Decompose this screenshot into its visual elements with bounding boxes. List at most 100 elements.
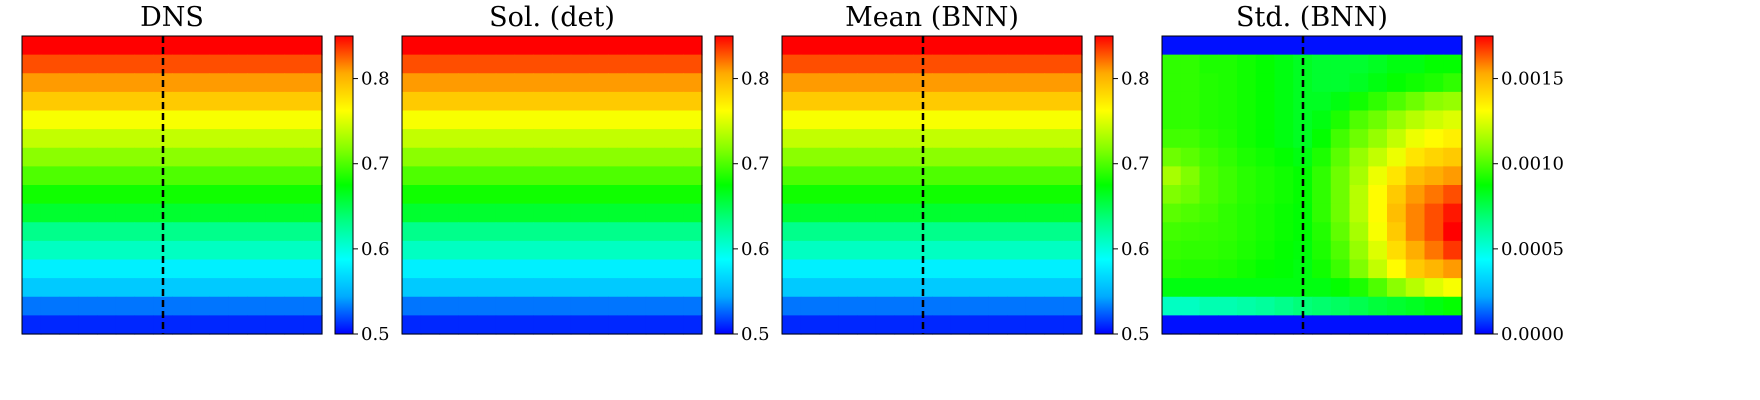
heatmap-cell bbox=[1162, 222, 1182, 242]
heatmap-cell bbox=[495, 315, 516, 335]
heatmap-cell bbox=[97, 222, 117, 242]
heatmap-cell bbox=[533, 185, 553, 205]
heatmap-cell bbox=[875, 259, 896, 279]
heatmap-cell bbox=[1405, 91, 1426, 112]
heatmap-cell bbox=[514, 240, 534, 261]
heatmap-cell bbox=[875, 110, 896, 130]
heatmap-cell bbox=[664, 185, 684, 205]
heatmap-cell bbox=[190, 185, 211, 205]
heatmap-cell bbox=[683, 185, 703, 205]
heatmap-cell bbox=[838, 73, 858, 93]
heatmap-cell bbox=[78, 36, 98, 56]
heatmap-cell bbox=[303, 129, 323, 149]
heatmap-cell bbox=[645, 73, 666, 93]
heatmap-cell bbox=[683, 91, 703, 112]
heatmap-cell bbox=[1218, 222, 1238, 242]
heatmap-cell bbox=[97, 259, 117, 279]
heatmap-cell bbox=[800, 166, 821, 186]
heatmap-cell bbox=[645, 259, 666, 279]
heatmap-cell bbox=[1368, 222, 1388, 242]
heatmap-cell bbox=[1312, 315, 1332, 335]
heatmap-cell bbox=[439, 315, 459, 335]
heatmap-cell bbox=[59, 315, 79, 335]
heatmap-cell bbox=[1180, 73, 1201, 93]
heatmap-cell bbox=[59, 110, 79, 130]
heatmap-cell bbox=[1274, 203, 1294, 223]
heatmap-cell bbox=[683, 203, 703, 223]
heatmap-cell bbox=[78, 203, 98, 223]
heatmap-cell bbox=[228, 36, 248, 56]
heatmap-cell bbox=[97, 240, 117, 261]
heatmap-cell bbox=[857, 259, 877, 279]
heatmap-cell bbox=[1368, 240, 1388, 261]
heatmap-cell bbox=[1237, 296, 1257, 316]
heatmap-cell bbox=[1025, 222, 1046, 242]
heatmap-cell bbox=[969, 222, 989, 242]
heatmap-cell bbox=[228, 278, 248, 298]
heatmap-cell bbox=[552, 203, 572, 223]
heatmap-cell bbox=[1025, 166, 1046, 186]
heatmap-cell bbox=[190, 54, 211, 74]
heatmap-cell bbox=[1330, 203, 1351, 223]
heatmap-cell bbox=[782, 185, 802, 205]
heatmap-cell bbox=[1349, 36, 1369, 56]
heatmap-cell bbox=[265, 54, 286, 74]
heatmap-cell bbox=[1180, 91, 1201, 112]
colorbar-tick-label: 0.5 bbox=[741, 324, 770, 345]
heatmap-cell bbox=[190, 278, 211, 298]
heatmap-cell bbox=[420, 110, 441, 130]
heatmap-cell bbox=[1255, 36, 1276, 56]
heatmap-cell bbox=[1274, 147, 1294, 167]
heatmap-cell bbox=[209, 185, 229, 205]
heatmap-cell bbox=[875, 315, 896, 335]
heatmap-cell bbox=[458, 36, 478, 56]
heatmap-cell bbox=[1349, 185, 1369, 205]
heatmap-cell bbox=[1330, 222, 1351, 242]
heatmap-cell bbox=[1199, 222, 1219, 242]
heatmap-cell bbox=[627, 129, 647, 149]
heatmap-cell bbox=[664, 222, 684, 242]
heatmap-cell bbox=[22, 240, 42, 261]
heatmap-cell bbox=[913, 110, 933, 130]
heatmap-cell bbox=[59, 129, 79, 149]
heatmap-cell bbox=[608, 129, 628, 149]
heatmap-cell bbox=[420, 91, 441, 112]
panel-3: Std. (BNN) 0.0000 0.0005 0.0010 0.0015 bbox=[1161, 2, 1564, 345]
heatmap-cell bbox=[420, 222, 441, 242]
heatmap-cell bbox=[1025, 147, 1046, 167]
heatmap-cell bbox=[645, 54, 666, 74]
heatmap-cell bbox=[1405, 296, 1426, 316]
heatmap-cell bbox=[1443, 166, 1463, 186]
heatmap-cell bbox=[1424, 203, 1444, 223]
heatmap-cell bbox=[477, 296, 497, 316]
heatmap-cell bbox=[22, 185, 42, 205]
heatmap-cell bbox=[22, 315, 42, 335]
heatmap-cell bbox=[1199, 54, 1219, 74]
heatmap-cell bbox=[209, 296, 229, 316]
colorbar bbox=[1094, 35, 1114, 335]
heatmap-cell bbox=[1387, 203, 1407, 223]
heatmap-frame bbox=[1161, 35, 1463, 335]
heatmap-cell bbox=[209, 315, 229, 335]
heatmap-cell bbox=[1330, 36, 1351, 56]
heatmap-cell bbox=[1349, 203, 1369, 223]
heatmap-cell bbox=[1044, 91, 1064, 112]
heatmap-cell bbox=[782, 296, 802, 316]
heatmap-cell bbox=[22, 73, 42, 93]
heatmap-cell bbox=[284, 296, 304, 316]
heatmap-cell bbox=[608, 203, 628, 223]
heatmap-cell bbox=[1443, 73, 1463, 93]
heatmap-cell bbox=[420, 166, 441, 186]
heatmap-cell bbox=[1218, 110, 1238, 130]
heatmap-cell bbox=[265, 166, 286, 186]
heatmap-cell bbox=[627, 91, 647, 112]
heatmap-cell bbox=[950, 166, 971, 186]
heatmap-cell bbox=[115, 73, 136, 93]
heatmap-cell bbox=[172, 185, 192, 205]
heatmap-cell bbox=[172, 147, 192, 167]
heatmap-cell bbox=[932, 129, 952, 149]
heatmap-cell bbox=[78, 147, 98, 167]
heatmap-cell bbox=[228, 222, 248, 242]
heatmap-cell bbox=[303, 278, 323, 298]
heatmap-cell bbox=[664, 147, 684, 167]
